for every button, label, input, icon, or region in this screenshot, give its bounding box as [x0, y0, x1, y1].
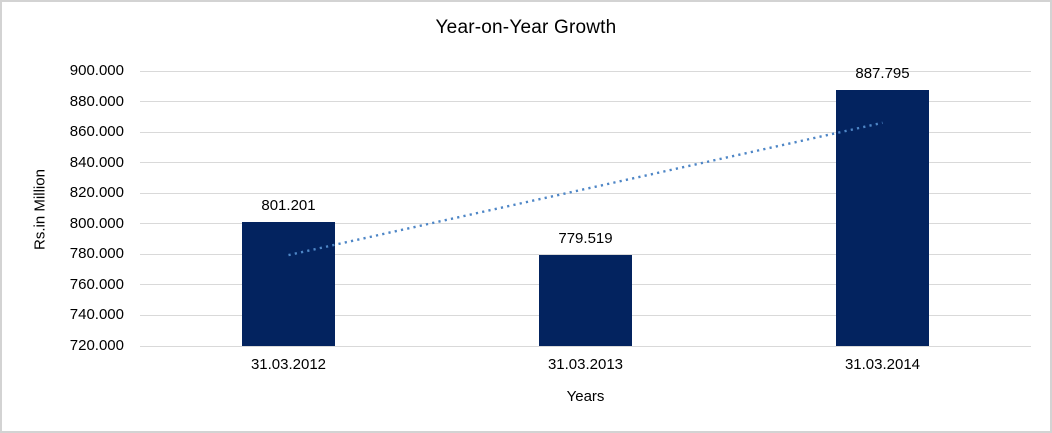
x-axis-tick-label: 31.03.2014 — [844, 356, 921, 373]
y-gridline — [140, 101, 1031, 103]
y-gridline — [140, 70, 1031, 72]
x-axis-tick-label: 31.03.2012 — [250, 356, 327, 373]
bar-value-label: 779.519 — [558, 230, 613, 248]
chart-title: Year-on-Year Growth — [435, 17, 617, 38]
y-axis-tick-label: 800.000 — [69, 214, 124, 232]
y-axis-tick-label: 780.000 — [69, 245, 124, 263]
y-axis-tick-label: 820.000 — [69, 184, 124, 202]
y-axis-tick-label: 720.000 — [69, 337, 124, 354]
x-axis-tick-label: 31.03.2013 — [547, 356, 624, 373]
bar-value-label: 887.795 — [855, 64, 910, 82]
y-axis-tick-label: 740.000 — [69, 306, 124, 324]
y-axis-tick-label: 900.000 — [69, 62, 124, 79]
x-axis-title: Years — [566, 388, 605, 405]
bar-value-label: 801.201 — [261, 196, 316, 214]
bar-31.03.2013 — [539, 255, 632, 346]
bar-31.03.2012 — [242, 221, 335, 346]
y-gridline — [140, 345, 1031, 347]
bar-31.03.2014 — [836, 89, 929, 346]
y-axis-tick-label: 840.000 — [69, 153, 124, 171]
y-axis-tick-label: 860.000 — [69, 123, 124, 141]
y-axis-tick-label: 880.000 — [69, 92, 124, 110]
y-axis-tick-label: 760.000 — [69, 275, 124, 293]
